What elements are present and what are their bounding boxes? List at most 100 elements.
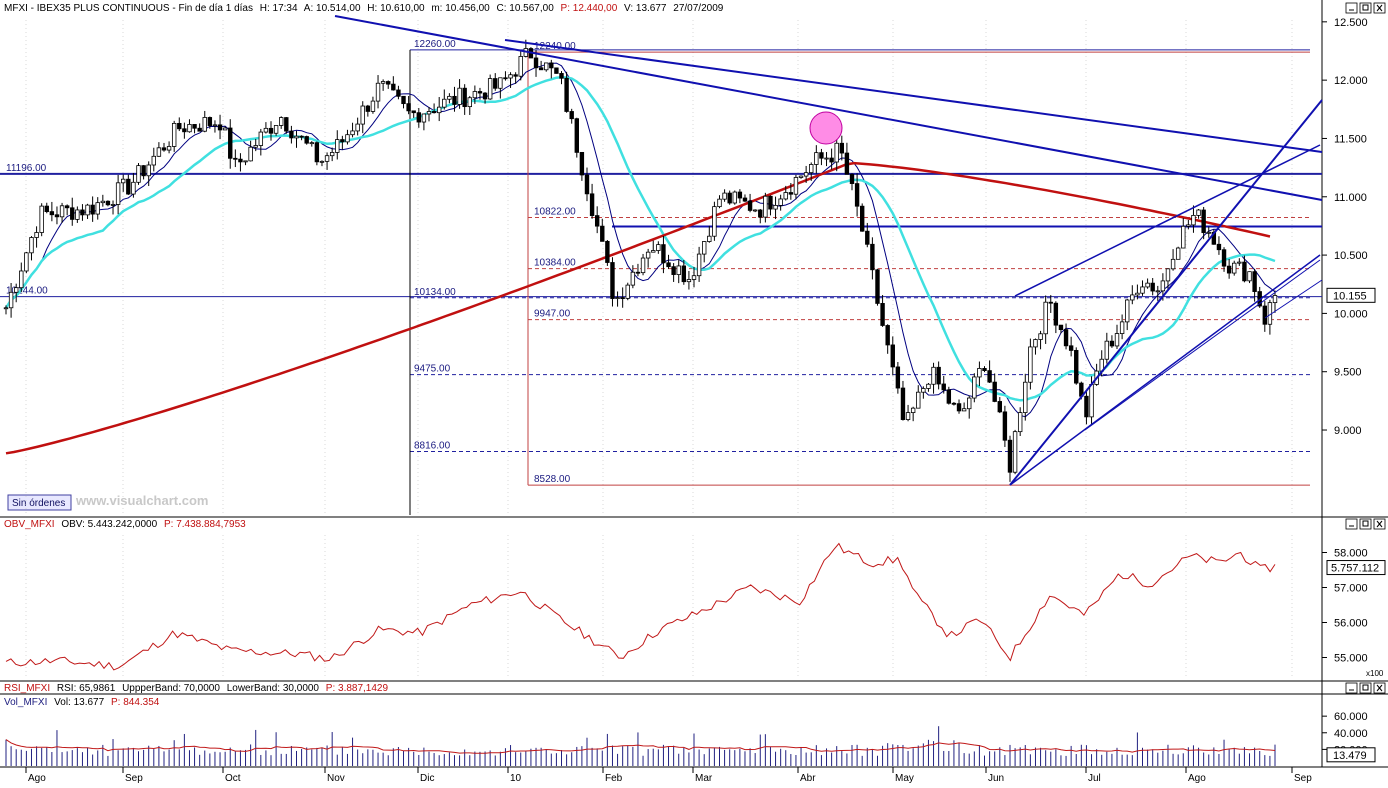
candle-body <box>696 253 702 277</box>
candle-body <box>554 67 559 74</box>
candle-body <box>253 145 258 148</box>
candle-body <box>503 77 508 80</box>
candle-body <box>870 243 875 271</box>
orders-badge[interactable] <box>7 494 72 511</box>
candle-body <box>1002 411 1008 441</box>
y-tick-label: 9.000 <box>1334 425 1362 437</box>
candle-body <box>946 389 952 404</box>
candle-body <box>1221 249 1227 267</box>
close-icon-glyph <box>1376 684 1383 692</box>
candle-body <box>299 135 304 138</box>
candle-body <box>875 269 880 304</box>
candle-body <box>360 105 365 125</box>
candle-body <box>54 214 60 218</box>
candle-body <box>70 207 75 220</box>
candle-body <box>1175 247 1181 260</box>
candle-body <box>610 262 615 299</box>
x-tick-label: Feb <box>605 773 623 783</box>
obv-line <box>5 542 1276 671</box>
candle-body <box>156 147 162 157</box>
candle-body <box>1023 381 1028 414</box>
candle-body <box>732 191 737 204</box>
candle-body <box>605 240 610 263</box>
level-label: 12260.00 <box>414 39 456 50</box>
highlight-circle <box>809 111 843 145</box>
candle-body <box>661 244 666 264</box>
candle-body <box>467 97 472 108</box>
restore-icon[interactable] <box>1359 518 1372 530</box>
level-label: 8528.00 <box>534 474 571 485</box>
orders-badge-label: Sin órdenes <box>12 498 65 509</box>
x-tick-label: Ago <box>1188 773 1206 783</box>
restore-icon[interactable] <box>1359 2 1372 14</box>
candle-body <box>1012 431 1018 473</box>
candle-body <box>600 225 605 242</box>
obv-y-tick-label: 57.000 <box>1334 583 1368 595</box>
candle-body <box>391 83 396 91</box>
candle-body <box>182 128 187 133</box>
minimize-icon[interactable] <box>1345 682 1358 694</box>
y-tick-label: 12.500 <box>1334 17 1368 29</box>
candle-body <box>212 124 218 127</box>
trendline <box>1009 99 1323 486</box>
candle-body <box>620 297 625 299</box>
minimize-icon[interactable] <box>1345 2 1358 14</box>
candle-body <box>75 209 80 220</box>
restore-icon-glyph <box>1362 684 1369 691</box>
candle-body <box>1114 333 1120 347</box>
candle-body <box>426 111 432 115</box>
candle-body <box>222 127 228 131</box>
candle-body <box>752 209 758 212</box>
candle-body <box>544 62 549 71</box>
candle-body <box>1206 231 1211 234</box>
candle-body <box>1165 268 1171 282</box>
candle-body <box>151 155 156 166</box>
candle-body <box>187 124 192 133</box>
candle-body <box>1130 294 1135 301</box>
y-tick-label: 12.000 <box>1334 75 1368 87</box>
x-tick-label: Jun <box>988 773 1004 783</box>
candle-body <box>1262 305 1268 325</box>
candle-body <box>13 287 19 293</box>
candle-body <box>574 118 579 153</box>
candle-body <box>742 197 748 202</box>
vol-current-tag <box>1326 747 1376 763</box>
x-tick-label: Sep <box>125 773 143 783</box>
candle-body <box>651 250 656 253</box>
candle-body <box>197 127 202 132</box>
candle-body <box>1089 384 1094 418</box>
candle-body <box>294 135 299 139</box>
candle-body <box>615 297 620 299</box>
window-icons[interactable] <box>1345 2 1386 694</box>
candle-body <box>681 265 687 283</box>
candle-body <box>1104 340 1110 360</box>
x-tick-label: Mar <box>695 773 713 783</box>
level-label: 9475.00 <box>414 364 451 375</box>
vol-y-tick-label: 60.000 <box>1334 711 1368 723</box>
candle-body <box>161 147 167 151</box>
candle-body <box>1216 243 1222 251</box>
candle-body <box>844 152 850 175</box>
candle-body <box>233 157 238 160</box>
candle-body <box>416 112 422 123</box>
candle-body <box>1160 280 1166 292</box>
vol-y-tick-label: 40.000 <box>1334 728 1368 740</box>
candle-body <box>487 78 493 100</box>
trendline <box>334 15 1323 201</box>
candle-body <box>916 391 921 409</box>
candle-body <box>936 366 941 385</box>
candle-body <box>1007 439 1013 473</box>
candle-body <box>335 139 340 153</box>
candle-body <box>1191 214 1196 226</box>
candle-body <box>136 165 141 183</box>
candle-body <box>370 100 376 112</box>
minimize-icon[interactable] <box>1345 518 1358 530</box>
candle-body <box>508 74 513 79</box>
restore-icon[interactable] <box>1359 682 1372 694</box>
candle-body <box>1068 345 1074 351</box>
candle-body <box>90 204 95 215</box>
candle-body <box>671 266 676 275</box>
candle-body <box>768 195 773 210</box>
candle-body <box>34 232 39 238</box>
